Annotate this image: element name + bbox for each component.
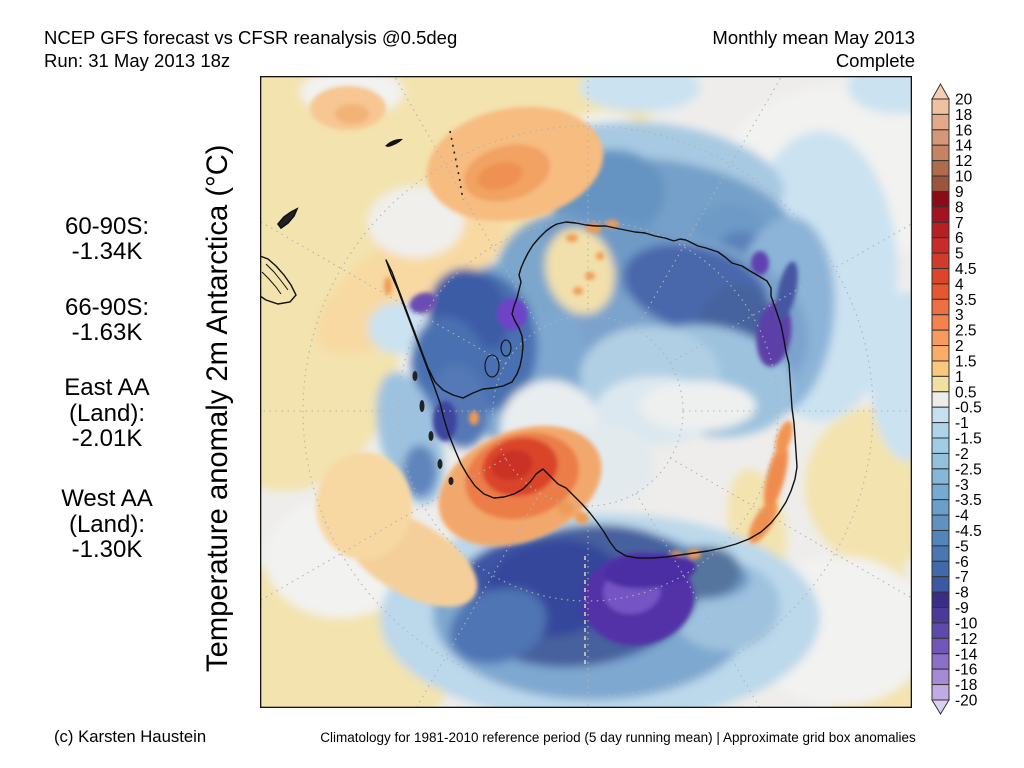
svg-text:-2.5: -2.5	[955, 461, 982, 478]
svg-text:1.5: 1.5	[955, 353, 977, 370]
svg-text:0.5: 0.5	[955, 384, 977, 401]
svg-text:-10: -10	[955, 615, 978, 632]
svg-text:-6: -6	[955, 554, 969, 571]
svg-text:-7: -7	[955, 569, 969, 586]
svg-text:14: 14	[955, 138, 973, 155]
svg-text:12: 12	[955, 153, 972, 170]
svg-text:-14: -14	[955, 646, 978, 663]
svg-text:-5: -5	[955, 538, 969, 555]
svg-text:-16: -16	[955, 662, 977, 679]
svg-text:-8: -8	[955, 585, 969, 602]
svg-text:7: 7	[955, 215, 964, 232]
svg-text:5: 5	[955, 246, 964, 263]
svg-text:2: 2	[955, 338, 964, 355]
svg-text:10: 10	[955, 169, 973, 186]
svg-text:-4.5: -4.5	[955, 523, 982, 540]
svg-text:4.5: 4.5	[955, 261, 977, 278]
svg-text:1: 1	[955, 369, 964, 386]
svg-text:-1.5: -1.5	[955, 431, 982, 448]
svg-text:6: 6	[955, 230, 964, 247]
svg-text:-2: -2	[955, 446, 969, 463]
svg-text:8: 8	[955, 199, 964, 216]
svg-text:9: 9	[955, 184, 964, 201]
svg-text:16: 16	[955, 122, 972, 139]
svg-text:-18: -18	[955, 677, 977, 694]
svg-text:-3: -3	[955, 477, 969, 494]
svg-text:-20: -20	[955, 692, 978, 709]
svg-text:3: 3	[955, 307, 964, 324]
svg-text:-9: -9	[955, 600, 969, 617]
svg-text:3.5: 3.5	[955, 292, 977, 309]
svg-text:-0.5: -0.5	[955, 400, 982, 417]
svg-text:4: 4	[955, 276, 964, 293]
svg-text:18: 18	[955, 107, 972, 124]
svg-text:-12: -12	[955, 631, 977, 648]
svg-text:-3.5: -3.5	[955, 492, 982, 509]
svg-text:2.5: 2.5	[955, 323, 977, 340]
svg-text:-4: -4	[955, 508, 969, 525]
svg-text:-1: -1	[955, 415, 969, 432]
svg-text:20: 20	[955, 92, 973, 109]
